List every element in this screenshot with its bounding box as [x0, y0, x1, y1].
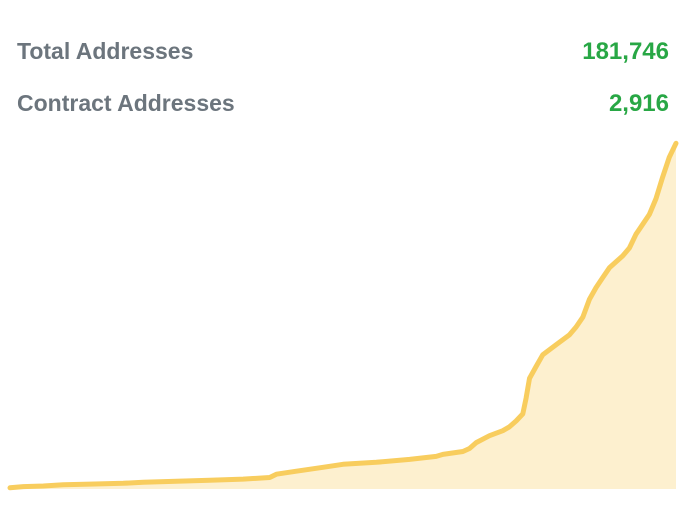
total-addresses-row: Total Addresses 181,746 — [17, 37, 669, 66]
total-addresses-value: 181,746 — [582, 38, 669, 65]
total-addresses-label: Total Addresses — [17, 38, 194, 64]
contract-addresses-value: 2,916 — [608, 90, 669, 117]
contract-addresses-row: Contract Addresses 2,916 — [17, 89, 669, 118]
contract-addresses-label: Contract Addresses — [17, 90, 235, 116]
address-growth-area — [10, 143, 676, 490]
address-growth-line — [7, 140, 679, 491]
